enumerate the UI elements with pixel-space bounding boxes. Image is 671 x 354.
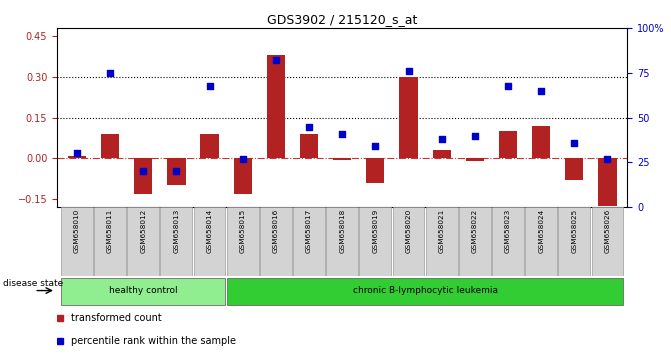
Point [138,169,148,174]
Bar [61,278,225,305]
Bar [360,207,391,276]
Text: GSM658024: GSM658024 [538,209,544,253]
Point [238,156,248,162]
Bar [127,207,159,276]
Point [204,83,215,88]
Bar [101,134,119,158]
Bar [326,207,358,276]
Bar [194,207,225,276]
Bar [234,158,252,194]
Text: GSM658023: GSM658023 [505,209,511,253]
Point [72,150,83,156]
Bar [599,158,617,206]
Text: chronic B-lymphocytic leukemia: chronic B-lymphocytic leukemia [352,286,498,295]
Bar [426,207,458,276]
Text: GSM658019: GSM658019 [372,209,378,253]
Bar [459,207,491,276]
Text: GSM658010: GSM658010 [74,209,80,253]
Bar [160,207,193,276]
Point [602,156,613,162]
Bar [393,207,425,276]
Text: GSM658014: GSM658014 [207,209,213,253]
Point [436,136,447,142]
Text: GSM658011: GSM658011 [107,209,113,253]
Text: GSM658013: GSM658013 [173,209,179,253]
Point [569,140,580,145]
Bar [293,207,325,276]
Point [470,133,480,138]
Bar [492,207,524,276]
Point [503,83,513,88]
Point [304,124,315,130]
Point [337,131,348,137]
Text: healthy control: healthy control [109,286,178,295]
Bar [499,131,517,158]
Bar [201,134,219,158]
Text: GSM658025: GSM658025 [571,209,577,253]
Text: GSM658026: GSM658026 [605,209,611,253]
Text: GSM658021: GSM658021 [439,209,445,253]
Text: GSM658022: GSM658022 [472,209,478,253]
Bar [433,150,451,158]
Bar [399,77,417,158]
Text: GSM658018: GSM658018 [340,209,345,253]
Bar [227,278,623,305]
Bar [558,207,590,276]
Bar [134,158,152,194]
Text: GSM658020: GSM658020 [405,209,411,253]
Point [403,68,414,74]
Text: GSM658015: GSM658015 [240,209,246,253]
Bar [267,56,285,158]
Bar [300,134,318,158]
Text: percentile rank within the sample: percentile rank within the sample [70,336,236,346]
Point [370,143,380,149]
Bar [333,158,352,160]
Point [536,88,547,94]
Point [105,70,115,76]
Bar [565,158,584,180]
Bar [94,207,126,276]
Bar [68,156,86,158]
Text: GSM658016: GSM658016 [273,209,279,253]
Text: transformed count: transformed count [70,313,162,323]
Bar [466,158,484,161]
Text: GSM658017: GSM658017 [306,209,312,253]
Bar [227,207,258,276]
Text: GSM658012: GSM658012 [140,209,146,253]
Bar [525,207,557,276]
Title: GDS3902 / 215120_s_at: GDS3902 / 215120_s_at [267,13,417,26]
Bar [366,158,384,183]
Text: disease state: disease state [3,279,63,288]
Point [171,169,182,174]
Point [270,58,281,63]
Bar [61,207,93,276]
Bar [167,158,185,185]
Bar [260,207,292,276]
Bar [592,207,623,276]
Bar [532,126,550,158]
